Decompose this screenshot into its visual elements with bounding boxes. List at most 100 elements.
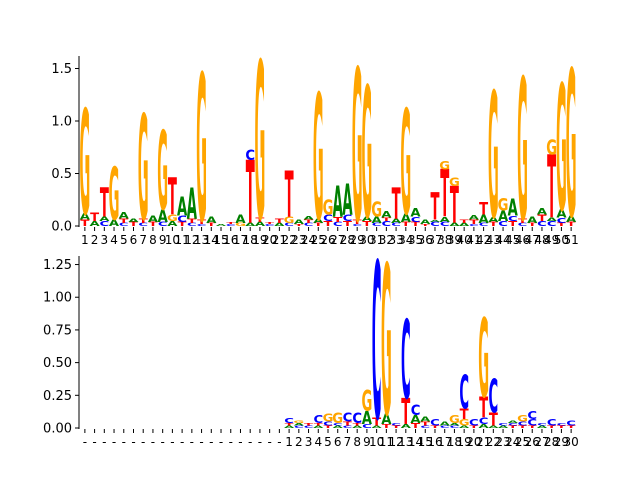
- logo-letter-T: T: [547, 425, 557, 429]
- x-tick-label: 33: [388, 233, 403, 247]
- logo-letter-T: T: [557, 222, 566, 227]
- logo-letter-G: G: [167, 213, 178, 223]
- logo-letter-C: C: [352, 224, 362, 227]
- x-tick-label: 5: [324, 435, 332, 449]
- logo-letter-C: C: [537, 422, 547, 426]
- logo-letter-C: C: [304, 425, 314, 429]
- logo-letter-C: C: [537, 219, 547, 228]
- logo-letter-G: G: [332, 410, 343, 427]
- logo-letter-T: T: [518, 425, 528, 429]
- logo-letter-T: T: [508, 219, 518, 228]
- x-tick-label: 47: [525, 233, 540, 247]
- x-tick-label: -: [248, 435, 252, 449]
- logo-letter-C: C: [527, 409, 537, 422]
- logo-letter-A: A: [158, 206, 168, 226]
- logo-letter-T: T: [537, 213, 546, 223]
- logo-letter-A: A: [498, 208, 509, 225]
- logo-letter-T: T: [148, 221, 157, 227]
- logo-letter-C: C: [138, 222, 148, 227]
- x-tick-label: -: [141, 435, 145, 449]
- y-tick-label: 1.25: [43, 258, 72, 273]
- logo-letter-A: A: [430, 219, 441, 222]
- logo-letter-G: G: [235, 222, 246, 227]
- x-tick-label: 18: [447, 435, 462, 449]
- logo-letter-T: T: [168, 168, 177, 227]
- logo-letter-T: T: [440, 158, 449, 233]
- logo-letter-A: A: [449, 222, 460, 227]
- logo-letter-T: T: [508, 425, 518, 429]
- x-tick-label: 36: [418, 233, 433, 247]
- x-tick-label: 13: [194, 233, 209, 247]
- logo-letter-C: C: [459, 366, 469, 420]
- logo-letter-C: C: [265, 224, 275, 227]
- logo-letter-C: C: [343, 213, 353, 223]
- logo-letter-C: C: [158, 221, 168, 227]
- logo-letter-T: T: [304, 422, 314, 426]
- logo-letter-C: C: [343, 411, 353, 426]
- logo-letter-A: A: [80, 212, 91, 222]
- x-tick-label: 10: [369, 435, 384, 449]
- logo-letter-T: T: [275, 218, 284, 224]
- logo-letter-A: A: [410, 206, 421, 219]
- logo-letter-G: G: [157, 111, 168, 236]
- logo-letter-T: T: [528, 425, 538, 429]
- x-tick-label: 6: [130, 233, 138, 247]
- logo-panel-bottom: 0.000.250.500.751.001.25- - - - - - - - - - - - - - - -…: [43, 219, 579, 469]
- x-tick-label: 22: [281, 233, 296, 247]
- x-tick-label: 9: [159, 233, 167, 247]
- logo-letter-G: G: [517, 39, 528, 265]
- logo-letter-T: T: [333, 215, 343, 224]
- logo-letter-T: T: [421, 421, 430, 427]
- logo-letter-C: C: [343, 425, 353, 429]
- logo-letter-T: T: [353, 422, 363, 426]
- x-tick-label: 30: [563, 435, 578, 449]
- y-tick-label: 0.50: [43, 356, 72, 371]
- x-tick-label: -: [190, 435, 194, 449]
- logo-letter-A: A: [449, 422, 460, 426]
- logo-letter-T: T: [479, 392, 488, 425]
- logo-letter-C: C: [450, 425, 460, 429]
- logo-letter-T: T: [80, 218, 89, 228]
- logo-letter-A: A: [362, 216, 372, 222]
- logo-letter-C: C: [304, 222, 314, 227]
- x-tick-label: 27: [330, 233, 345, 247]
- logo-letter-G: G: [381, 224, 392, 463]
- logo-letter-T: T: [226, 221, 236, 224]
- logo-letter-T: T: [518, 218, 527, 224]
- logo-letter-A: A: [99, 216, 109, 222]
- x-tick-label: -: [160, 435, 164, 449]
- logo-panel-top: 0.00.51.01.51 2 3 4 5 6 7 8 91011121314151617181…: [51, 19, 578, 270]
- x-tick-label: 12: [388, 435, 403, 449]
- logo-letter-T: T: [129, 221, 138, 227]
- logo-letter-A: A: [313, 218, 323, 224]
- x-tick-label: 46: [515, 233, 530, 247]
- logo-letter-G: G: [323, 412, 334, 425]
- logo-letter-A: A: [469, 215, 479, 221]
- logo-letter-T: T: [411, 221, 420, 227]
- x-tick-label: 49: [544, 233, 559, 247]
- x-tick-label: -: [131, 435, 135, 449]
- logo-letter-A: A: [459, 222, 470, 227]
- logo-letter-G: G: [109, 154, 120, 237]
- logo-letter-C: C: [187, 222, 197, 227]
- logo-letter-C: C: [391, 422, 401, 426]
- logo-letter-C: C: [411, 215, 421, 224]
- logo-letter-G: G: [323, 197, 334, 221]
- logo-letter-C: C: [518, 421, 528, 427]
- logo-letter-C: C: [333, 422, 343, 426]
- logo-letter-C: C: [294, 425, 304, 429]
- x-tick-label: -: [151, 435, 155, 449]
- logo-letter-C: C: [284, 222, 294, 227]
- logo-letter-T: T: [304, 219, 313, 224]
- logo-letter-G: G: [313, 58, 324, 260]
- logo-letter-A: A: [401, 212, 412, 225]
- logo-letter-T: T: [323, 219, 333, 228]
- logo-letter-T: T: [343, 219, 353, 228]
- logo-letter-A: A: [313, 425, 324, 429]
- x-tick-label: 7: [344, 435, 352, 449]
- logo-letter-G: G: [478, 298, 489, 423]
- logo-letter-T: T: [314, 422, 324, 426]
- logo-letter-C: C: [362, 424, 372, 430]
- y-tick-label: 0.25: [43, 389, 72, 404]
